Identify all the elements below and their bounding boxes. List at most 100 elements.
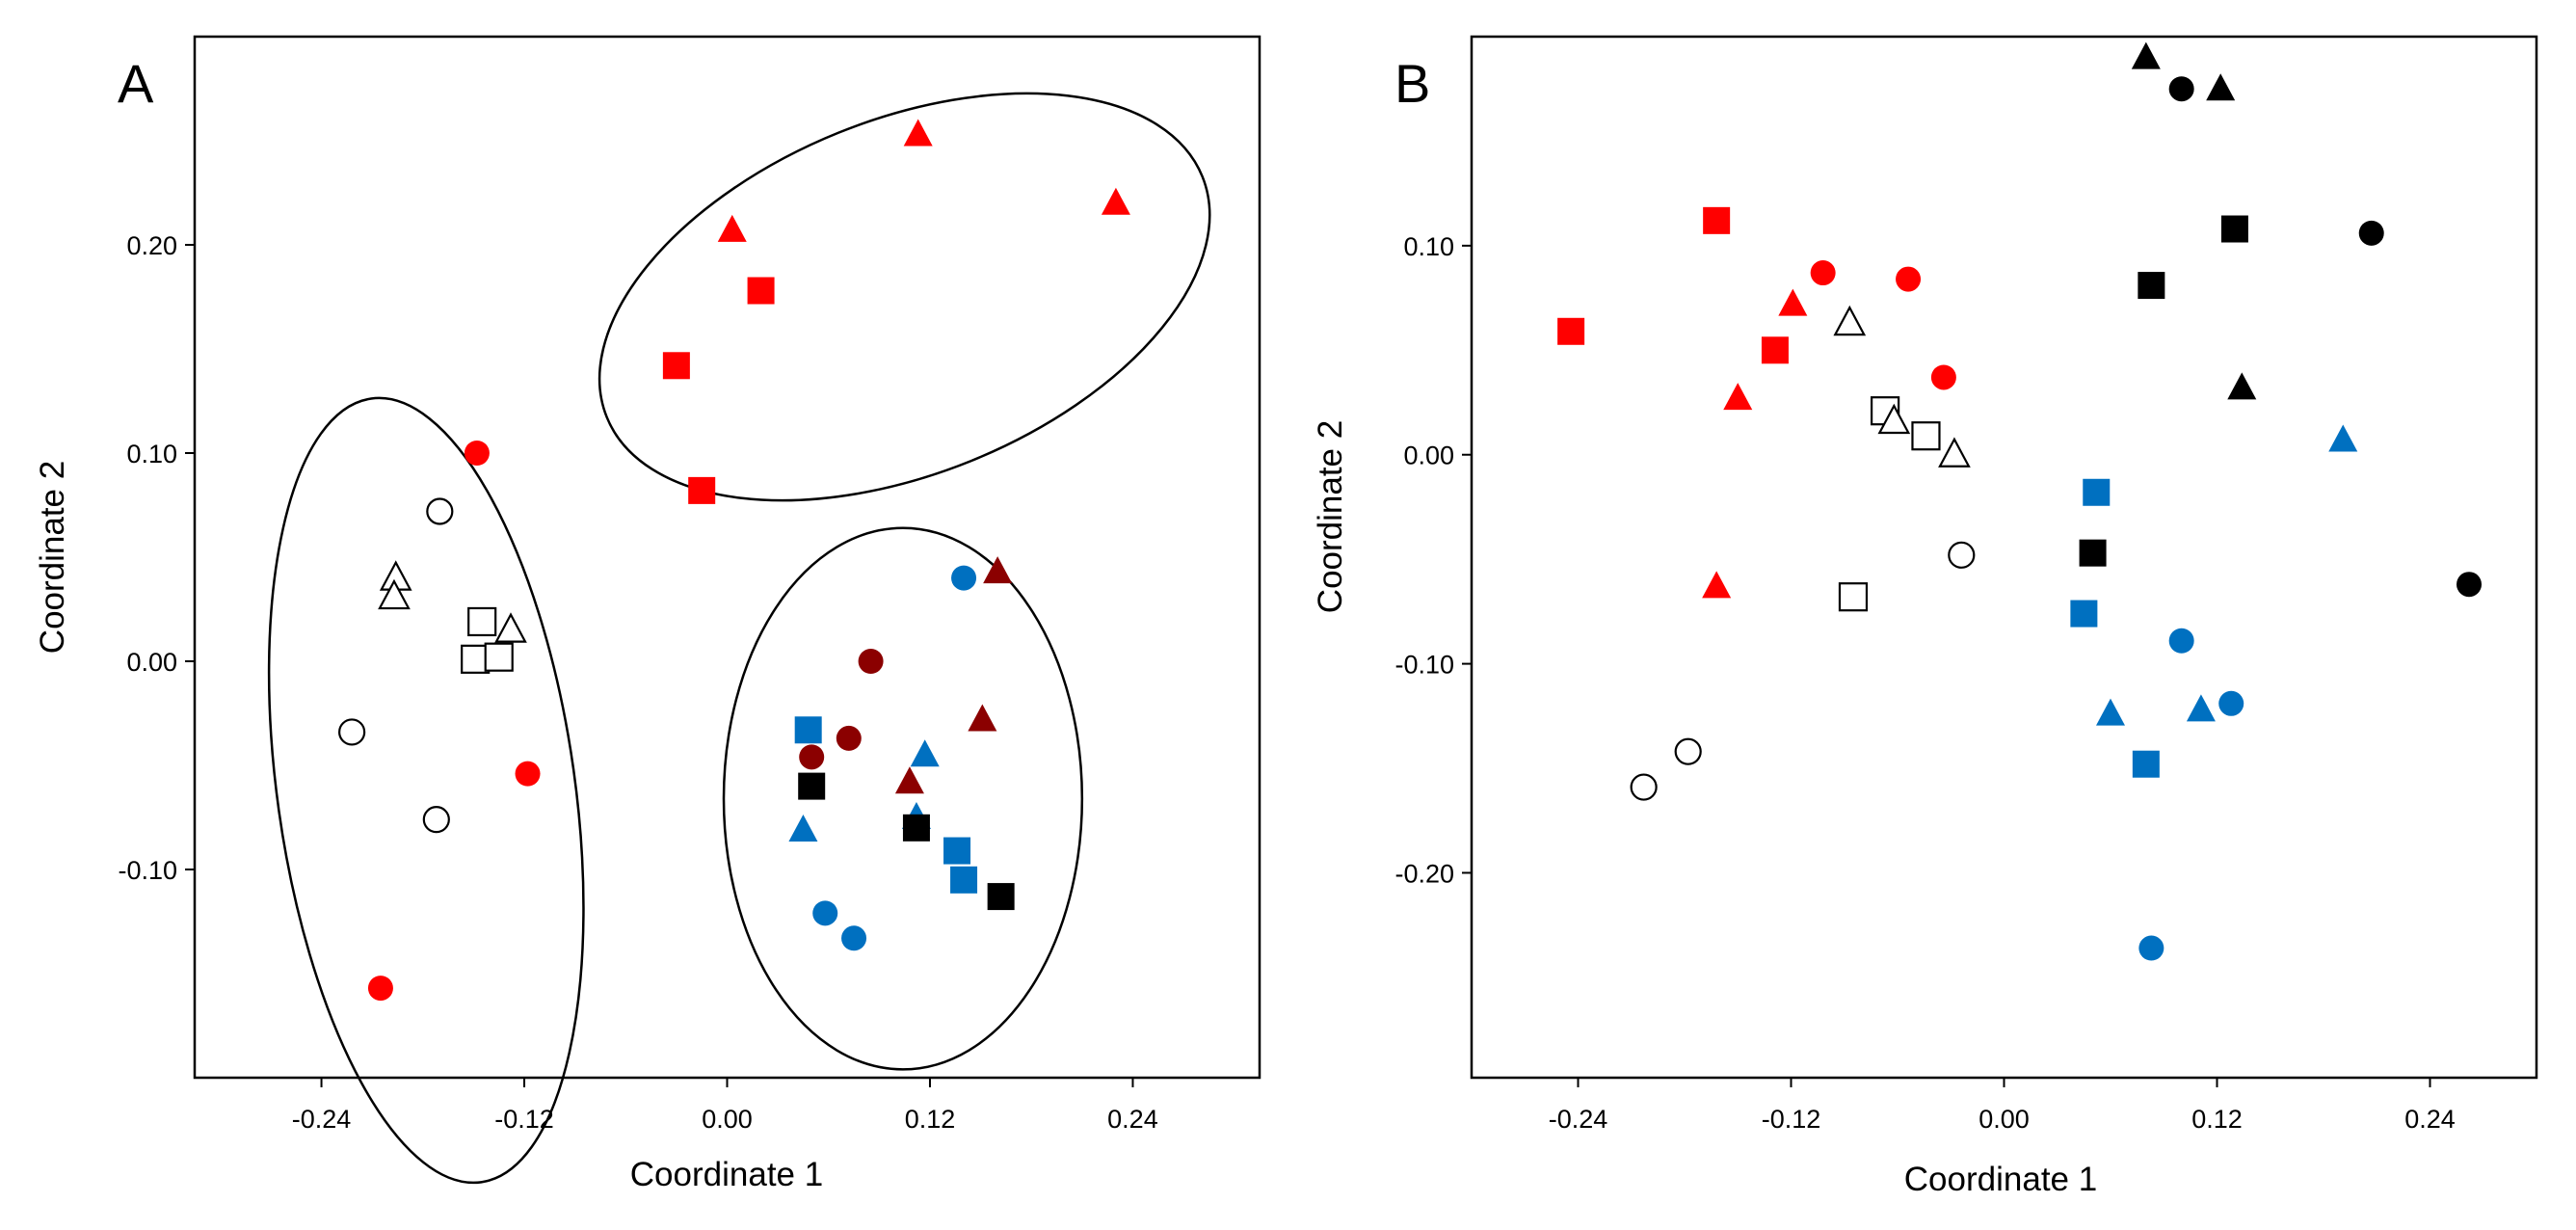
- panel-a-point-circle: [841, 925, 867, 951]
- panel-b-point-circle: [2358, 220, 2384, 246]
- panel-a-point-triangle: [903, 119, 933, 147]
- panel-a-point-square: [747, 277, 775, 305]
- panel-b-point-triangle: [2328, 424, 2358, 452]
- panel-a-point-triangle: [378, 578, 411, 610]
- panel-b-point-circle: [1674, 737, 1702, 765]
- panel-b-x-tick-label: -0.24: [1549, 1105, 1608, 1134]
- panel-b-y-tick-label: 0.10: [1403, 232, 1454, 261]
- panel-b-point-square: [2138, 272, 2165, 300]
- panel-a-x-tick-label: -0.12: [494, 1105, 554, 1134]
- panel-a-point-triangle: [788, 814, 818, 842]
- panel-a-y-axis-title: Coordinate 2: [34, 461, 71, 654]
- panel-b-point-circle: [2456, 572, 2483, 598]
- panel-b-point-circle: [1630, 773, 1658, 801]
- panel-b-point-square: [1911, 421, 1941, 451]
- panel-b-point-triangle: [2096, 698, 2125, 726]
- panel-b-point-triangle: [1833, 305, 1867, 336]
- panel-a-y-tick-label: 0.10: [126, 440, 177, 468]
- panel-a-point-triangle: [1101, 187, 1130, 215]
- panel-a-point-square: [902, 814, 930, 842]
- panel-b-x-tick-label: 0.00: [1978, 1105, 2030, 1134]
- panel-b-point-circle: [2138, 935, 2164, 961]
- panel-b-point-triangle: [1877, 403, 1911, 435]
- panel-b-point-square: [1557, 317, 1585, 345]
- panel-a-y-tick-label: -0.10: [118, 856, 177, 885]
- panel-b-x-tick-label: 0.12: [2191, 1105, 2243, 1134]
- panel-a-point-circle: [951, 565, 977, 591]
- panel-a-point-square: [794, 716, 822, 744]
- panel-b: B -0.24 -0.12 0.00 0.12 0.24 -0.20 -0.10 0.00 0.…: [1312, 35, 2538, 1198]
- panel-a-point-triangle: [894, 766, 924, 794]
- panel-b-point-circle: [1930, 364, 1956, 390]
- panel-b-y-axis-title: Coordinate 2: [1312, 420, 1349, 613]
- panel-a-y-tick-label: 0.00: [126, 648, 177, 677]
- panel-a-point-circle: [812, 900, 838, 926]
- panel-b-point-circle: [2218, 690, 2244, 716]
- panel-a-x-tick-label: 0.12: [905, 1105, 956, 1134]
- panel-b-point-circle: [2168, 76, 2194, 102]
- panel-b-y-tick-label: 0.00: [1403, 441, 1454, 470]
- panel-b-point-triangle: [2227, 372, 2257, 400]
- panel-b-frame: [1470, 35, 2538, 1080]
- panel-a-point-triangle: [968, 704, 997, 732]
- panel-b-point-square: [2132, 750, 2160, 778]
- panel-a-point-circle: [799, 744, 825, 770]
- right-cluster-ellipse: [722, 526, 1084, 1071]
- panel-a-point-square: [798, 772, 826, 800]
- panel-a-point-square: [943, 837, 971, 865]
- panel-b-point-square: [1838, 582, 1869, 612]
- panel-b-point-triangle: [1938, 437, 1971, 468]
- panel-a-x-tick-label: 0.00: [702, 1105, 753, 1134]
- panel-b-label: B: [1394, 53, 1430, 114]
- panel-a-point-square: [467, 606, 497, 637]
- panel-b-point-circle: [1948, 541, 1976, 569]
- panel-a-point-circle: [338, 718, 366, 746]
- panel-b-point-square: [1703, 206, 1731, 234]
- panel-b-point-square: [2070, 600, 2098, 628]
- panel-a-x-tick-label: 0.24: [1107, 1105, 1158, 1134]
- panel-b-point-square: [2220, 215, 2248, 243]
- panel-b-point-triangle: [2206, 73, 2236, 101]
- panel-a-point-circle: [422, 806, 450, 834]
- panel-a-point-triangle: [717, 214, 747, 242]
- panel-a-frame: [193, 35, 1261, 1080]
- panel-a-point-triangle: [983, 556, 1013, 584]
- panel-b-point-circle: [1810, 260, 1836, 286]
- panel-a-point-triangle: [910, 739, 940, 767]
- panel-a-label: A: [118, 53, 154, 114]
- panel-a-point-square: [987, 883, 1015, 911]
- panel-a-x-tick-label: -0.24: [292, 1105, 352, 1134]
- panel-b-x-tick-label: 0.24: [2404, 1105, 2456, 1134]
- panel-a-point-triangle: [494, 612, 527, 643]
- panel-a-point-circle: [426, 497, 454, 525]
- panel-b-point-triangle: [1778, 288, 1808, 316]
- panel-a-point-circle: [836, 725, 862, 751]
- panel-b-point-square: [1761, 336, 1789, 364]
- panel-a-x-axis-title: Coordinate 1: [630, 1156, 823, 1193]
- panel-b-y-tick-label: -0.20: [1394, 859, 1454, 888]
- panel-a-point-square: [484, 642, 514, 672]
- panel-b-x-tick-label: -0.12: [1762, 1105, 1821, 1134]
- panel-b-x-axis-title: Coordinate 1: [1904, 1161, 2097, 1198]
- panel-b-point-circle: [1896, 266, 1922, 292]
- panel-a-point-square: [950, 866, 978, 894]
- panel-a-point-circle: [367, 976, 393, 1002]
- panel-a-point-square: [662, 352, 690, 380]
- panel-b-point-triangle: [2186, 694, 2216, 722]
- panel-b-point-square: [2079, 539, 2107, 567]
- panel-b-point-circle: [2168, 628, 2194, 654]
- panel-a-y-tick-label: 0.20: [126, 231, 177, 260]
- panel-b-point-triangle: [2131, 41, 2161, 69]
- panel-a-point-square: [461, 644, 491, 674]
- panel-a-point-circle: [858, 649, 884, 674]
- panel-b-point-triangle: [1702, 571, 1732, 599]
- panel-a-point-circle: [515, 761, 541, 787]
- red-cluster-ellipse: [598, 92, 1211, 502]
- panel-a-point-circle: [464, 441, 490, 466]
- panel-b-point-square: [2083, 478, 2111, 506]
- panel-a-point-square: [688, 476, 716, 504]
- panel-b-y-tick-label: -0.10: [1394, 651, 1454, 680]
- panel-b-point-triangle: [1723, 383, 1753, 411]
